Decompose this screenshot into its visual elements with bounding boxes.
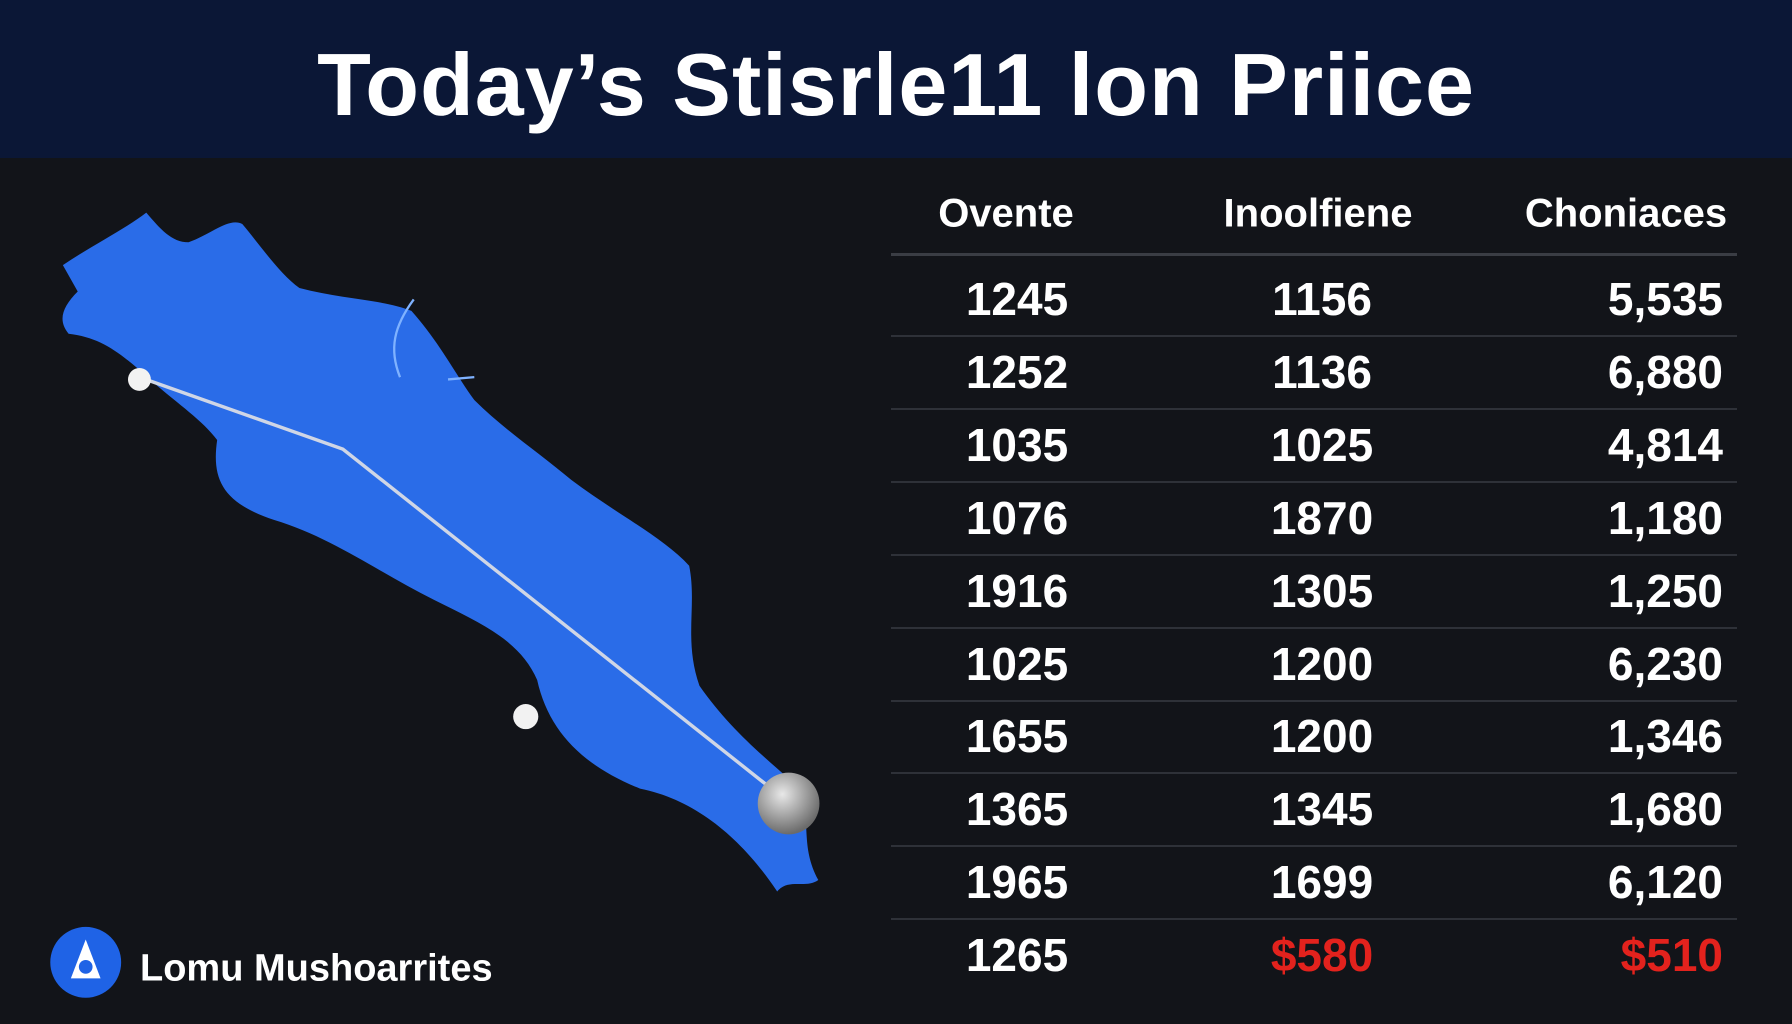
table-cell: 4,814	[1607, 418, 1723, 471]
table-cell: $510	[1620, 929, 1723, 982]
table-cell: 6,120	[1607, 856, 1723, 909]
column-header: Inoolfiene	[1223, 191, 1413, 236]
table-cell: 6,230	[1607, 637, 1723, 690]
table-cell: 1156	[1272, 273, 1372, 325]
table-cell: 1245	[965, 273, 1069, 325]
header-bar	[0, 0, 1792, 158]
dot	[513, 704, 539, 730]
table-cell: 1699	[1270, 856, 1374, 909]
table-cell: 1305	[1270, 564, 1374, 617]
column-header: Choniaces	[1524, 191, 1728, 236]
table-cell: 1916	[965, 564, 1069, 617]
table-cell: 1265	[965, 929, 1069, 982]
brand-icon-glyph	[70, 939, 101, 979]
dot	[757, 772, 820, 835]
table-cell: 1076	[965, 491, 1069, 544]
table-cell: 1025	[1270, 418, 1374, 471]
row-divider	[891, 626, 1737, 629]
table-cell: 1025	[965, 637, 1069, 690]
table-cell: 1,680	[1607, 783, 1723, 836]
table-cell: 1200	[1270, 637, 1374, 690]
table-cell: 1200	[1270, 710, 1374, 763]
row-divider	[891, 407, 1737, 410]
trend-line	[138, 375, 790, 804]
table-cell: 5,535	[1607, 273, 1723, 325]
column-header: Ovente	[938, 191, 1074, 236]
brand-icon-glyph	[78, 960, 93, 974]
row-divider	[891, 918, 1737, 921]
brand-label: Lomu Mushoarrites	[140, 947, 493, 990]
row-divider	[891, 845, 1737, 848]
table-cell: 1345	[1270, 783, 1374, 836]
row-divider	[891, 772, 1737, 775]
table-cell: 1655	[965, 710, 1069, 763]
row-divider	[891, 699, 1737, 702]
header-divider	[891, 253, 1737, 256]
table-cell: 1252	[965, 345, 1069, 398]
dot	[128, 368, 151, 391]
page-title: Today’s Stisrle11 lon Priice	[317, 35, 1475, 134]
table-cell: 1870	[1270, 491, 1374, 544]
row-divider	[891, 480, 1737, 483]
table-cell: $580	[1270, 929, 1374, 982]
blue-shape	[62, 212, 819, 892]
table-cell: 1,346	[1607, 710, 1723, 763]
table-cell: 6,880	[1607, 345, 1723, 398]
row-divider	[891, 553, 1737, 556]
squiggle	[393, 298, 475, 381]
table-cell: 1965	[965, 856, 1069, 909]
table-cell: 1035	[965, 418, 1069, 471]
row-divider	[891, 335, 1737, 337]
table-cell: 1136	[1272, 345, 1372, 398]
table-cell: 1,180	[1607, 491, 1723, 544]
table-cell: 1,250	[1607, 564, 1723, 617]
table-cell: 1365	[965, 783, 1069, 836]
